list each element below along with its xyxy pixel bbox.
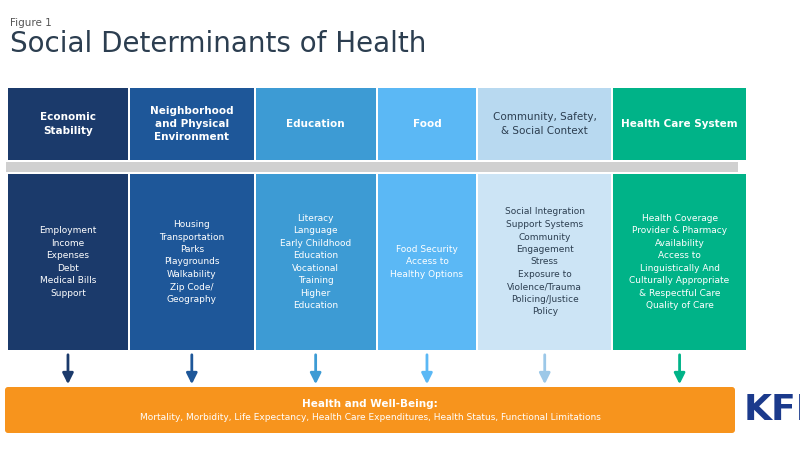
- Text: Food Security
Access to
Healthy Options: Food Security Access to Healthy Options: [390, 245, 463, 279]
- Text: Food: Food: [413, 119, 442, 129]
- Text: Neighborhood
and Physical
Environment: Neighborhood and Physical Environment: [150, 106, 234, 142]
- Bar: [256, 88, 376, 160]
- Bar: [6, 162, 738, 172]
- Bar: [130, 174, 254, 350]
- Bar: [613, 88, 746, 160]
- Text: Community, Safety,
& Social Context: Community, Safety, & Social Context: [493, 112, 597, 135]
- Bar: [130, 88, 254, 160]
- Bar: [613, 174, 746, 350]
- Bar: [8, 174, 128, 350]
- Text: KFF: KFF: [744, 393, 800, 427]
- Bar: [478, 88, 611, 160]
- Bar: [256, 174, 376, 350]
- Text: Housing
Transportation
Parks
Playgrounds
Walkability
Zip Code/
Geography: Housing Transportation Parks Playgrounds…: [159, 220, 225, 304]
- Text: Social Integration
Support Systems
Community
Engagement
Stress
Exposure to
Viole: Social Integration Support Systems Commu…: [505, 207, 585, 316]
- Text: Economic
Stability: Economic Stability: [40, 112, 96, 135]
- Text: Employment
Income
Expenses
Debt
Medical Bills
Support: Employment Income Expenses Debt Medical …: [39, 226, 97, 298]
- Text: Health Care System: Health Care System: [622, 119, 738, 129]
- Bar: [8, 88, 128, 160]
- Bar: [378, 88, 476, 160]
- Text: Education: Education: [286, 119, 345, 129]
- Text: Literacy
Language
Early Childhood
Education
Vocational
Training
Higher
Education: Literacy Language Early Childhood Educat…: [280, 214, 351, 310]
- Text: Social Determinants of Health: Social Determinants of Health: [10, 30, 426, 58]
- FancyBboxPatch shape: [5, 387, 735, 433]
- Bar: [378, 174, 476, 350]
- Text: Health Coverage
Provider & Pharmacy
Availability
Access to
Linguistically And
Cu: Health Coverage Provider & Pharmacy Avai…: [630, 214, 730, 310]
- Text: Mortality, Morbidity, Life Expectancy, Health Care Expenditures, Health Status, : Mortality, Morbidity, Life Expectancy, H…: [139, 413, 601, 422]
- Bar: [478, 174, 611, 350]
- Text: Health and Well-Being:: Health and Well-Being:: [302, 399, 438, 409]
- Text: Figure 1: Figure 1: [10, 18, 52, 28]
